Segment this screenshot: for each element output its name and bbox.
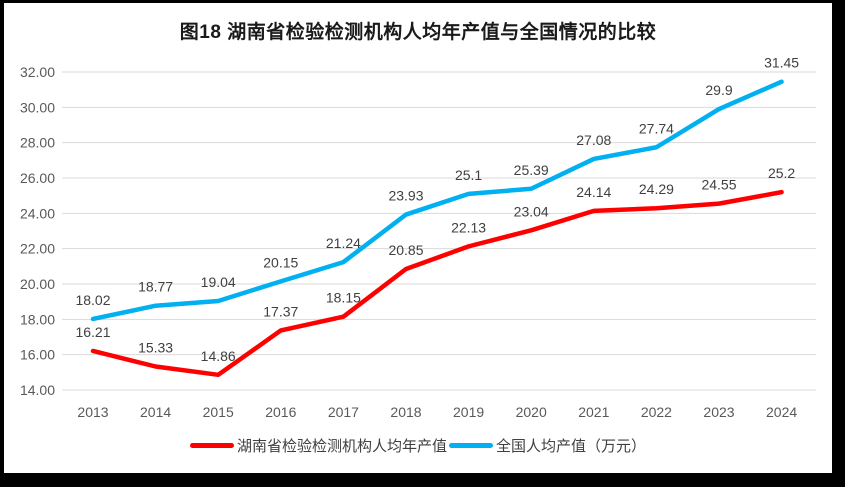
svg-text:16.00: 16.00 <box>20 347 55 363</box>
svg-text:28.00: 28.00 <box>20 135 55 151</box>
svg-text:2018: 2018 <box>390 404 421 420</box>
svg-text:2023: 2023 <box>703 404 734 420</box>
svg-text:15.33: 15.33 <box>138 340 173 356</box>
svg-text:20.85: 20.85 <box>388 242 423 258</box>
svg-text:14.00: 14.00 <box>20 382 55 398</box>
svg-text:27.08: 27.08 <box>576 132 611 148</box>
svg-text:22.00: 22.00 <box>20 241 55 257</box>
svg-text:25.39: 25.39 <box>514 162 549 178</box>
legend-item-national: 全国人均产值（万元） <box>449 435 646 456</box>
svg-text:17.37: 17.37 <box>263 303 298 319</box>
svg-text:14.86: 14.86 <box>201 348 236 364</box>
svg-text:24.00: 24.00 <box>20 205 55 221</box>
svg-text:18.00: 18.00 <box>20 311 55 327</box>
svg-text:2015: 2015 <box>203 404 234 420</box>
svg-text:22.13: 22.13 <box>451 219 486 235</box>
line-chart-svg: 14.00 16.00 18.00 20.00 22.00 24.00 26.00 28.00… <box>20 55 816 420</box>
svg-text:19.04: 19.04 <box>201 274 236 290</box>
legend-label-national: 全国人均产值（万元） <box>496 437 647 455</box>
svg-text:27.74: 27.74 <box>639 120 674 136</box>
svg-text:20.00: 20.00 <box>20 276 55 292</box>
svg-text:2024: 2024 <box>766 404 797 420</box>
svg-text:25.2: 25.2 <box>768 165 795 181</box>
svg-text:2022: 2022 <box>641 404 672 420</box>
svg-text:21.24: 21.24 <box>326 235 361 251</box>
svg-text:2013: 2013 <box>77 404 108 420</box>
svg-text:23.04: 23.04 <box>514 203 549 219</box>
svg-text:2014: 2014 <box>140 404 171 420</box>
svg-text:24.55: 24.55 <box>701 177 736 193</box>
svg-text:2016: 2016 <box>265 404 296 420</box>
svg-text:25.1: 25.1 <box>455 167 482 183</box>
svg-text:31.45: 31.45 <box>764 55 799 71</box>
chart-legend: 湖南省检验检测机构人均年产值 全国人均产值（万元） <box>4 433 832 457</box>
svg-text:2020: 2020 <box>516 404 547 420</box>
svg-text:16.21: 16.21 <box>75 324 110 340</box>
svg-text:18.77: 18.77 <box>138 279 173 295</box>
svg-text:30.00: 30.00 <box>20 99 55 115</box>
svg-text:2017: 2017 <box>328 404 359 420</box>
svg-text:18.02: 18.02 <box>75 292 110 308</box>
svg-text:29.9: 29.9 <box>705 82 732 98</box>
svg-text:20.15: 20.15 <box>263 254 298 270</box>
svg-text:23.93: 23.93 <box>388 188 423 204</box>
chart-title: 图18 湖南省检验检测机构人均年产值与全国情况的比较 <box>179 22 657 43</box>
legend-label-hunan: 湖南省检验检测机构人均年产值 <box>236 437 447 455</box>
svg-text:24.14: 24.14 <box>576 184 611 200</box>
svg-text:2021: 2021 <box>578 404 609 420</box>
legend-swatch-red-line <box>189 442 234 448</box>
svg-text:2019: 2019 <box>453 404 484 420</box>
svg-text:24.29: 24.29 <box>639 181 674 197</box>
legend-swatch-blue-line <box>449 442 493 448</box>
svg-text:26.00: 26.00 <box>20 170 55 186</box>
svg-text:18.15: 18.15 <box>326 290 361 306</box>
svg-text:32.00: 32.00 <box>20 64 55 80</box>
legend-item-hunan: 湖南省检验检测机构人均年产值 <box>189 435 447 456</box>
